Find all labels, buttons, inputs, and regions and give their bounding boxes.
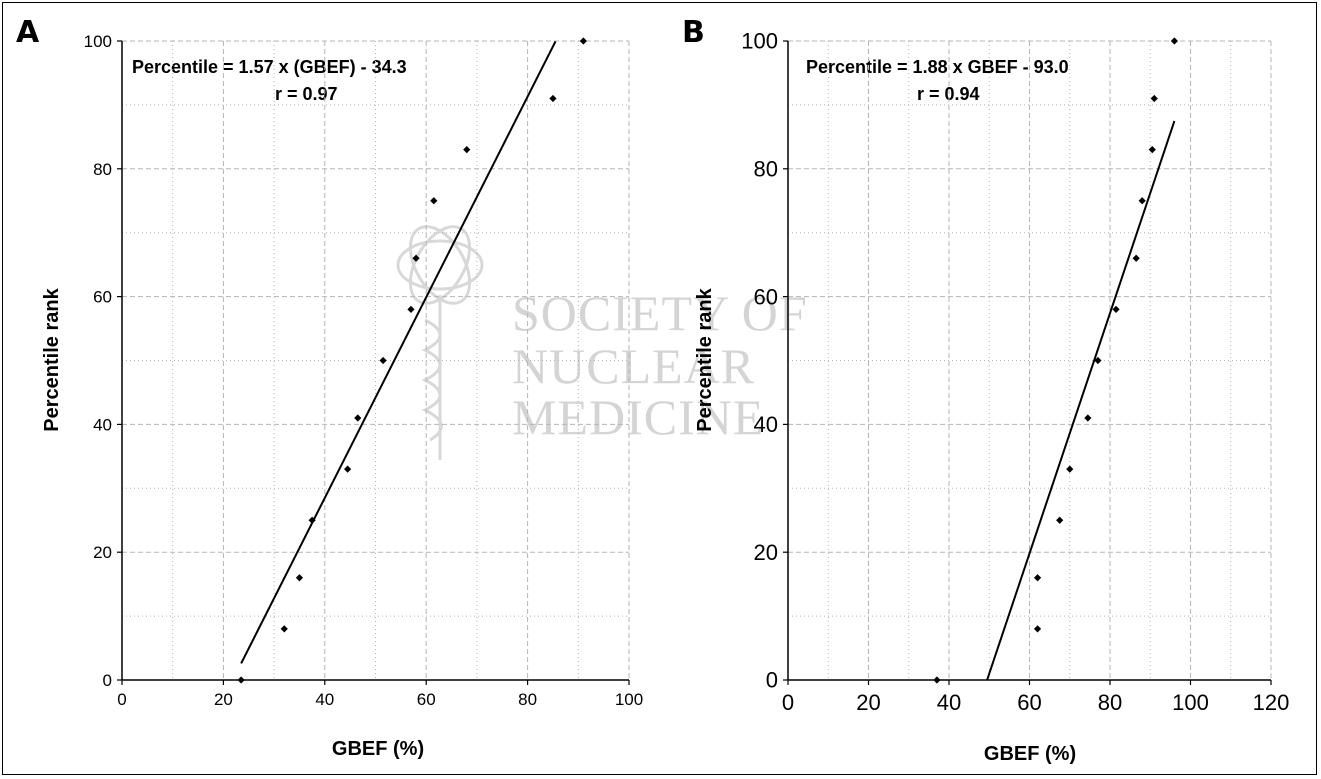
panel-b-data-point	[1150, 94, 1158, 103]
panel-a-major-grid	[122, 40, 630, 680]
panel-a-letter: A	[16, 15, 40, 50]
panel-b-data-point	[1094, 356, 1102, 365]
panel-a-data-point	[379, 356, 387, 365]
panel-b-major-grid	[788, 40, 1272, 680]
panel-b-data-point	[1138, 197, 1146, 205]
panel-b-y-tick-label: 20	[754, 540, 778, 565]
panel-b-minor-grid	[788, 41, 1271, 680]
panel-a-data-point	[579, 37, 587, 45]
watermark-line-1: SOCIETY OF	[512, 285, 808, 341]
panel-a-y-tick-label: 20	[93, 543, 112, 562]
panel-b-data-point	[1084, 414, 1092, 422]
watermark-emblem-icon	[396, 225, 484, 460]
panel-b-letter: B	[682, 15, 705, 50]
panel-b-data-point	[1148, 146, 1156, 154]
panel-a-y-tick-label: 80	[93, 160, 112, 179]
panel-a-x-tick-label: 80	[518, 690, 537, 709]
panel-b-equation: Percentile = 1.88 x GBEF - 93.0	[806, 57, 1069, 77]
panel-a-y-tick-label: 60	[93, 288, 112, 307]
panel-a-plot: 0 20 40 60 80 100 0 20 40 60 80 100	[84, 32, 644, 709]
panel-b-y-axis-title: Percentile rank	[694, 287, 716, 431]
panel-b-x-tick-label: 120	[1253, 690, 1290, 715]
panel-b-x-tick-label: 0	[782, 690, 794, 715]
panel-b-data-point	[1112, 305, 1120, 313]
panel-a-data-point	[295, 574, 304, 582]
panel-a-data-point	[407, 305, 415, 313]
panel-b-y-tick-label: 60	[754, 284, 778, 309]
panel-a-data-point	[280, 625, 288, 633]
panel-a-x-tick-label: 100	[615, 690, 643, 709]
panel-b-data-point	[1066, 465, 1074, 473]
panel-a-data-point	[354, 414, 362, 422]
panel-b-y-tick-label: 40	[754, 412, 778, 437]
panel-a-x-tick-label: 60	[417, 690, 436, 709]
panel-b-data-point	[1170, 37, 1178, 45]
panel-a-data-point	[430, 197, 438, 205]
panel-b-data-point	[933, 676, 941, 684]
watermark-line-3: MEDICINE	[512, 389, 764, 445]
panel-b-regression-line	[986, 120, 1176, 680]
panel-a-data-point	[237, 676, 245, 684]
watermark: SOCIETY OF NUCLEAR MEDICINE	[396, 225, 808, 460]
panel-a-data-point	[463, 146, 471, 154]
panel-a-x-axis-title: GBEF (%)	[332, 738, 424, 760]
panel-a-r-value: r = 0.97	[275, 84, 338, 104]
panel-b-y-tick-label: 0	[766, 668, 778, 693]
panel-b-data-point	[1132, 254, 1140, 262]
panel-a-x-tick-label: 20	[214, 690, 233, 709]
panel-b-x-tick-label: 100	[1172, 690, 1209, 715]
panel-b-plot: 0 20 40 60 80 100 120 0 20 40 60 80 100	[741, 29, 1289, 715]
panel-b-x-tick-label: 20	[856, 690, 880, 715]
panel-a-x-tick-label: 0	[117, 690, 126, 709]
panel-b-x-axis-title: GBEF (%)	[984, 743, 1076, 765]
panel-a-data-point	[549, 94, 557, 103]
panel-a-y-axis-title: Percentile rank	[41, 287, 63, 431]
panel-a-y-tick-label: 100	[84, 32, 112, 51]
panel-a-x-tick-label: 40	[315, 690, 334, 709]
panel-a-regression-line	[240, 40, 557, 664]
panel-b-y-tick-label: 80	[754, 157, 778, 182]
panel-a-data-point	[344, 465, 352, 473]
panel-b-y-tick-label: 100	[741, 29, 778, 54]
panel-a-y-tick-label: 0	[103, 671, 112, 690]
panel-a-y-tick-label: 40	[93, 415, 112, 434]
panel-b-r-value: r = 0.94	[917, 84, 980, 104]
panel-b-x-tick-label: 60	[1017, 690, 1041, 715]
panel-b-data-point	[1033, 574, 1042, 582]
panel-a-data-point	[308, 516, 316, 524]
panel-b-data-point	[1056, 516, 1064, 524]
panel-a-data-point	[412, 254, 420, 262]
panel-a-equation: Percentile = 1.57 x (GBEF) - 34.3	[132, 57, 407, 77]
panel-a-minor-grid	[122, 41, 629, 680]
watermark-line-2: NUCLEAR	[512, 338, 755, 394]
panel-b-x-tick-label: 80	[1098, 690, 1122, 715]
panel-b-x-tick-label: 40	[937, 690, 961, 715]
panel-b-data-point	[1033, 625, 1042, 633]
